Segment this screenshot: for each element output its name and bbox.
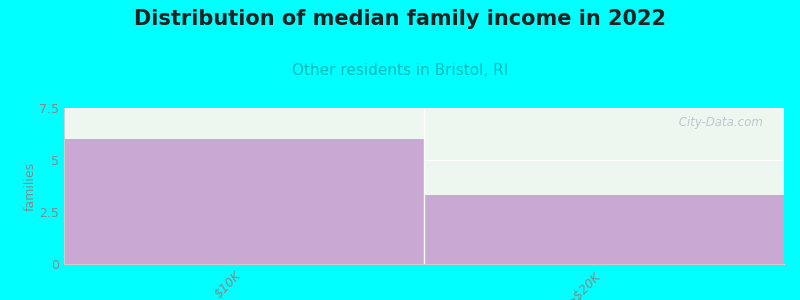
Text: City-Data.com: City-Data.com (674, 116, 762, 129)
Bar (64, 139, 424, 264)
Bar (424, 195, 784, 264)
Text: Distribution of median family income in 2022: Distribution of median family income in … (134, 9, 666, 29)
Text: Other residents in Bristol, RI: Other residents in Bristol, RI (292, 63, 508, 78)
Y-axis label: families: families (23, 161, 36, 211)
